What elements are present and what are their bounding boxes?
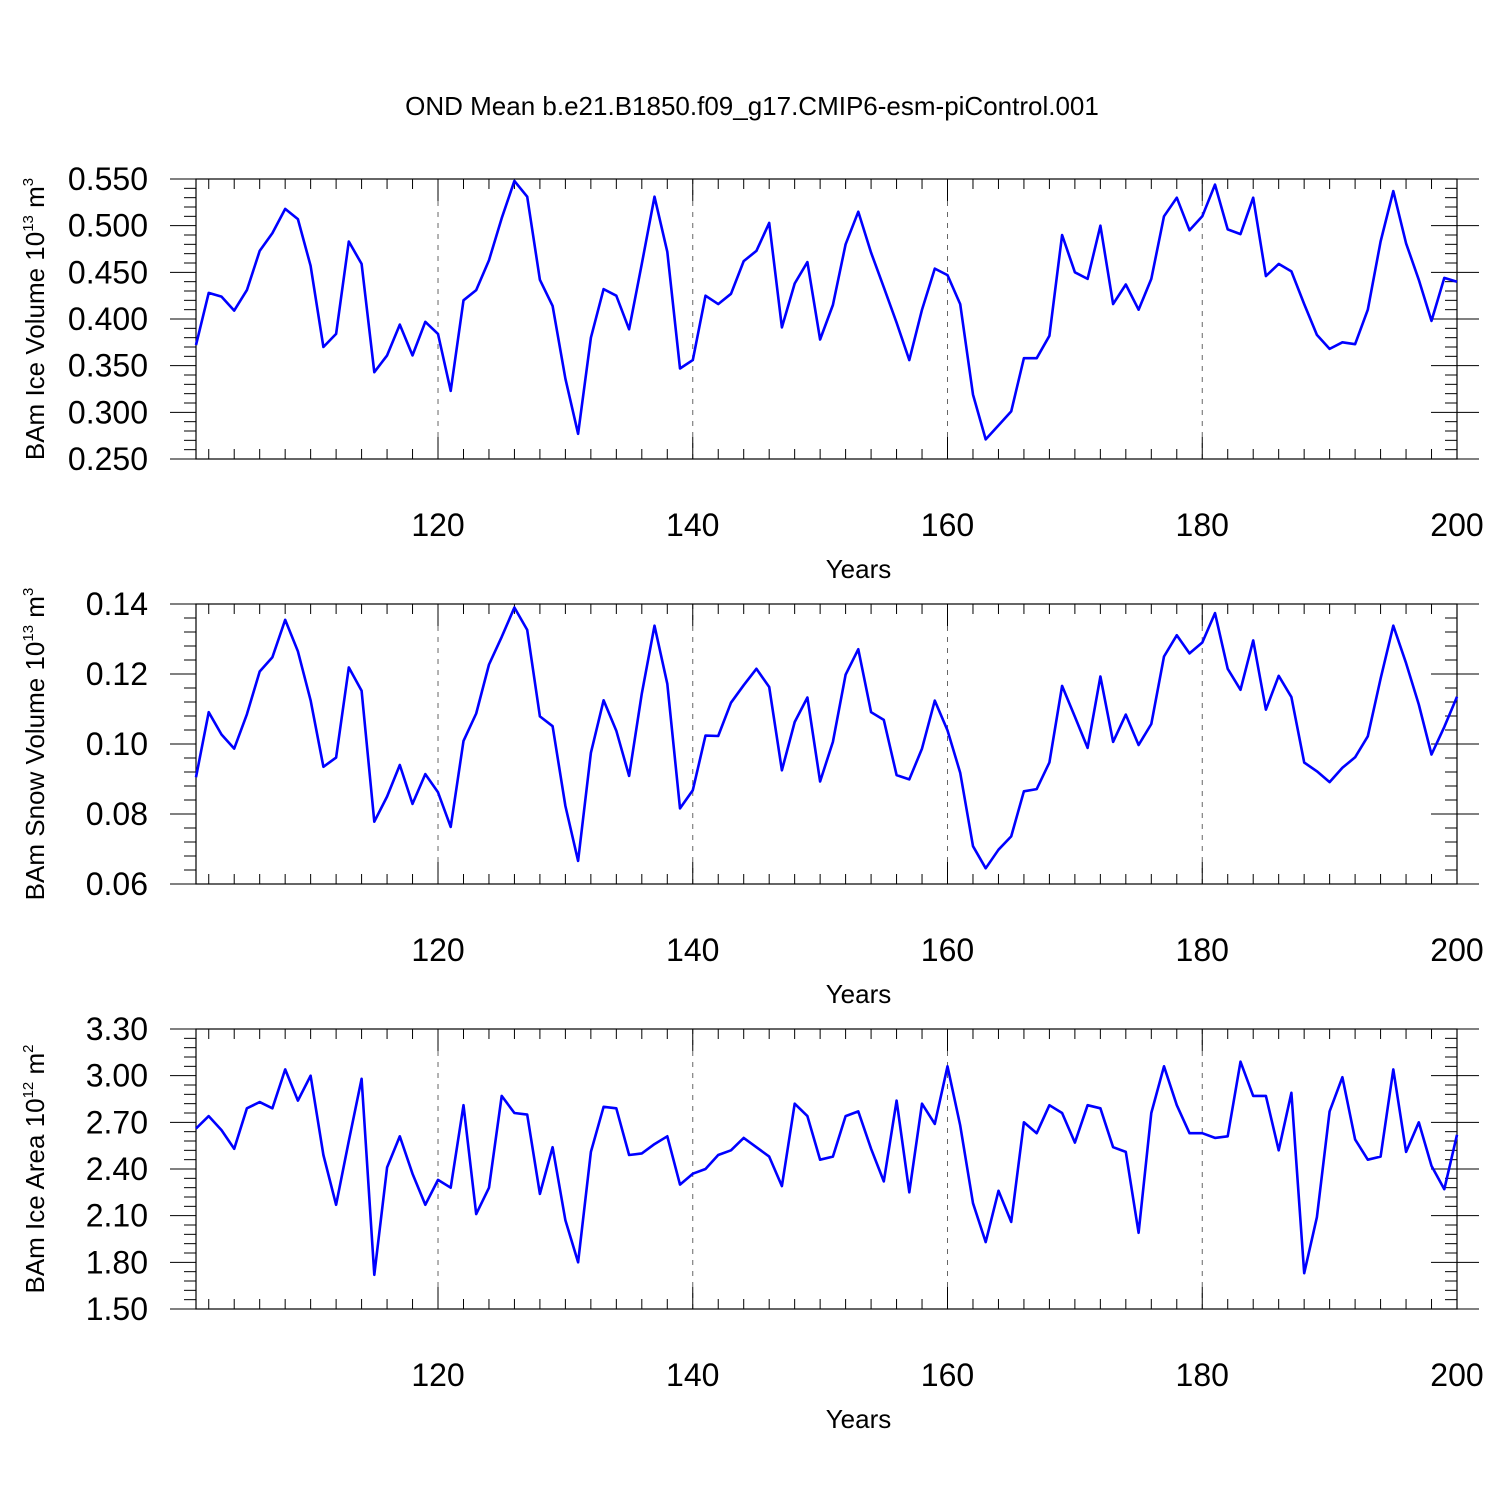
y-tick-label: 1.80 xyxy=(86,1244,148,1280)
x-tick-label: 160 xyxy=(921,1357,974,1393)
y-tick-label: 0.500 xyxy=(68,208,148,244)
y-tick-label: 0.08 xyxy=(86,796,148,832)
plot-frame xyxy=(195,178,1458,460)
chart-panel-3: 1.50 1.80 2.10 2.40 2.70 3.00 3.30 120 140 160 180… xyxy=(20,1011,1484,1434)
plot-frame xyxy=(195,1028,1458,1310)
x-tick-label: 160 xyxy=(921,932,974,968)
x-tick-label: 120 xyxy=(411,507,464,543)
y-tick-label: 0.550 xyxy=(68,161,148,197)
y-tick-label: 3.00 xyxy=(86,1058,148,1094)
x-tick-label: 200 xyxy=(1430,932,1483,968)
x-tick-label: 140 xyxy=(666,932,719,968)
y-tick-label: 0.300 xyxy=(68,394,148,430)
y-tick-label: 0.06 xyxy=(86,866,148,902)
x-tick-label: 160 xyxy=(921,507,974,543)
y-tick-label: 2.10 xyxy=(86,1198,148,1234)
y-tick-label: 3.30 xyxy=(86,1011,148,1047)
x-tick-label: 180 xyxy=(1176,932,1229,968)
chart-panel-2: 0.06 0.08 0.10 0.12 0.14 120 140 160 180 200 Years… xyxy=(20,586,1484,1009)
y-tick-label: 0.10 xyxy=(86,726,148,762)
x-tick-label: 180 xyxy=(1176,507,1229,543)
y-axis-title: BAm Ice Volume 1013 m3 xyxy=(20,178,50,460)
series-line xyxy=(194,179,1458,441)
x-tick-label: 200 xyxy=(1430,1357,1483,1393)
y-axis-title: BAm Snow Volume 1013 m3 xyxy=(20,588,50,901)
y-tick-label: 2.40 xyxy=(86,1151,148,1187)
chart-panel-1: 0.250 0.300 0.350 0.400 0.450 0.500 0.550 120 14… xyxy=(20,161,1484,584)
x-tick-label: 120 xyxy=(411,932,464,968)
x-tick-label: 120 xyxy=(411,1357,464,1393)
x-tick-label: 180 xyxy=(1176,1357,1229,1393)
x-tick-label: 140 xyxy=(666,1357,719,1393)
plot-frame xyxy=(195,603,1458,885)
y-axis-title: BAm Ice Area 1012 m2 xyxy=(20,1044,50,1293)
x-tick-label: 140 xyxy=(666,507,719,543)
y-tick-label: 0.14 xyxy=(86,586,148,622)
y-tick-label: 0.450 xyxy=(68,254,148,290)
x-tick-label: 200 xyxy=(1430,507,1483,543)
y-tick-label: 1.50 xyxy=(86,1291,148,1327)
panels: 0.250 0.300 0.350 0.400 0.450 0.500 0.550 120 14… xyxy=(20,161,1484,1434)
x-axis-title: Years xyxy=(826,554,892,584)
figure-title: OND Mean b.e21.B1850.f09_g17.CMIP6-esm-p… xyxy=(405,91,1099,121)
y-tick-label: 0.400 xyxy=(68,301,148,337)
x-axis-title: Years xyxy=(826,1404,892,1434)
x-axis-title: Years xyxy=(826,979,892,1009)
series-line xyxy=(194,606,1459,870)
y-tick-label: 0.250 xyxy=(68,441,148,477)
y-tick-label: 2.70 xyxy=(86,1104,148,1140)
y-tick-label: 0.12 xyxy=(86,656,148,692)
y-tick-label: 0.350 xyxy=(68,348,148,384)
series-line xyxy=(195,1060,1459,1277)
